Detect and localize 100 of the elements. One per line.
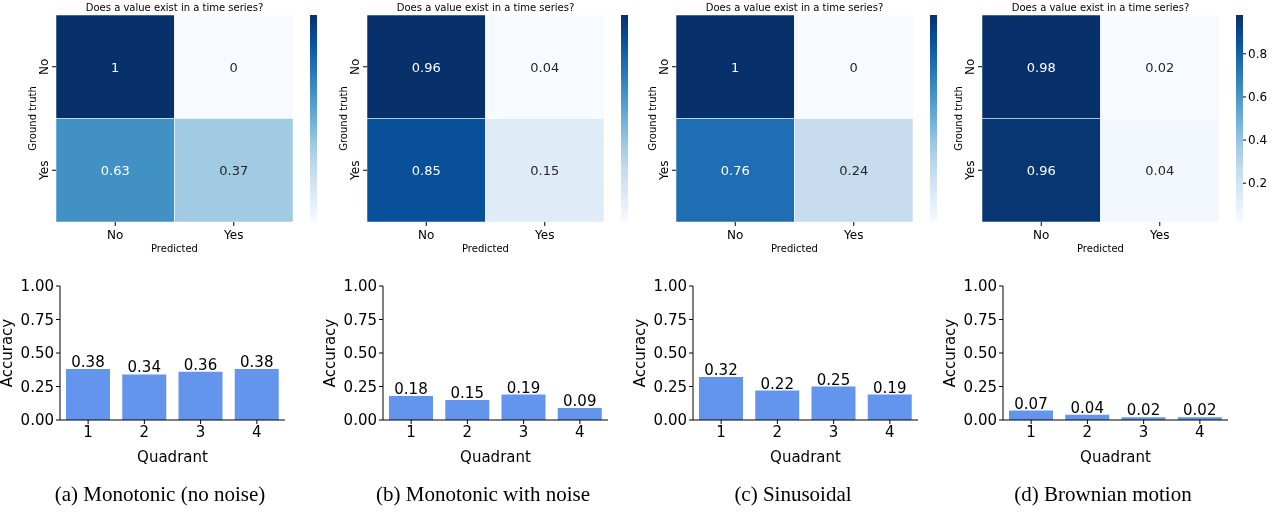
data-label: 0.37	[219, 163, 249, 179]
color-bar-label: 0.2	[1248, 176, 1268, 191]
x-tick-label: 1	[1026, 422, 1036, 441]
x-tick-label: No	[418, 228, 435, 242]
data-label: 0.19	[506, 378, 541, 397]
y-tick-label: 0.00	[20, 411, 54, 430]
bar	[445, 399, 490, 420]
y-axis-title: Ground truth	[647, 86, 658, 151]
x-tick-label: Yes	[1149, 228, 1170, 242]
data-label: 0.32	[704, 361, 738, 380]
y-tick-label: 0.75	[963, 310, 997, 329]
data-label: 0.04	[530, 59, 560, 75]
y-tick-label: 0.50	[20, 344, 54, 363]
y-tick-label: 1.00	[20, 277, 54, 296]
x-axis-title: Predicted	[1077, 243, 1124, 254]
y-tick-label: 0.50	[343, 344, 377, 363]
y-axis-title: Ground truth	[953, 86, 964, 151]
x-tick-label: 4	[575, 422, 585, 441]
x-tick-label: 2	[462, 422, 473, 441]
bar	[501, 394, 546, 420]
y-tick-label: 1.00	[653, 277, 687, 296]
data-label: 0.19	[873, 378, 907, 397]
x-tick-label: 2	[139, 422, 150, 441]
data-label: 0.36	[183, 355, 218, 374]
x-tick-label: No	[1033, 228, 1050, 242]
data-label: 0.02	[1126, 401, 1161, 420]
y-axis-title: Accuracy	[0, 318, 17, 388]
y-tick-label: Yes	[37, 160, 51, 181]
data-label: 0.15	[450, 383, 484, 402]
y-tick-label: No	[963, 58, 977, 75]
data-label: 1	[731, 59, 740, 75]
data-label: 0.02	[1145, 59, 1175, 75]
data-label: 0.38	[71, 353, 105, 372]
text: (b) Monotonic with noise	[374, 482, 592, 507]
bar	[867, 394, 912, 420]
y-tick-label: 0.25	[963, 377, 997, 396]
data-label: 0	[229, 59, 238, 75]
data-label: 0.76	[720, 163, 750, 179]
x-tick-label: Yes	[843, 228, 864, 242]
x-tick-label: 4	[885, 422, 895, 441]
y-tick-label: Yes	[348, 160, 362, 181]
color-bar-label: 0.4	[1248, 133, 1268, 148]
data-label: 0.22	[760, 374, 794, 393]
x-tick-label: 3	[828, 422, 839, 441]
data-label: 0.96	[411, 59, 441, 75]
x-axis-title: Quadrant	[770, 448, 841, 466]
data-label: 0.38	[240, 353, 274, 372]
data-label: 0.15	[530, 163, 560, 179]
x-tick-label: 4	[252, 422, 262, 441]
x-tick-label: 3	[1138, 422, 1149, 441]
x-tick-label: 4	[1195, 422, 1205, 441]
chart-title: Does a value exist in a time series?	[1011, 2, 1190, 13]
data-label: 0.96	[1026, 163, 1056, 179]
y-tick-label: 0.25	[343, 377, 377, 396]
y-tick-label: 0.50	[653, 344, 687, 363]
x-tick-label: Yes	[534, 228, 555, 242]
data-label: 1	[111, 59, 120, 75]
x-axis-title: Quadrant	[1080, 448, 1151, 466]
x-tick-label: 2	[1082, 422, 1093, 441]
data-label: 0.85	[411, 163, 441, 179]
chart-title: Does a value exist in a time series?	[705, 2, 884, 13]
data-label: 0.04	[1070, 398, 1104, 417]
x-tick-label: 3	[518, 422, 529, 441]
y-tick-label: 0.00	[343, 411, 377, 430]
chart-title: Does a value exist in a time series?	[396, 2, 575, 13]
data-label: 0.04	[1145, 163, 1175, 179]
y-tick-label: No	[657, 58, 671, 75]
y-tick-label: No	[348, 58, 362, 75]
x-tick-label: No	[727, 228, 744, 242]
bar	[699, 377, 743, 420]
x-tick-label: 1	[716, 422, 726, 441]
chart-title: Does a value exist in a time series?	[85, 2, 264, 13]
x-tick-label: 1	[406, 422, 416, 441]
x-axis-title: Quadrant	[460, 448, 531, 466]
bar	[557, 407, 602, 420]
data-label: 0.24	[839, 163, 869, 179]
color-bar-label: 0.6	[1248, 89, 1268, 104]
y-axis-title: Accuracy	[631, 318, 650, 388]
x-axis-title: Predicted	[771, 243, 818, 254]
text: (c) Sinusoidal	[733, 482, 853, 507]
y-axis-title: Accuracy	[321, 318, 340, 388]
y-tick-label: No	[37, 58, 51, 75]
bar	[389, 395, 433, 420]
y-tick-label: 0.25	[653, 377, 687, 396]
y-tick-label: 0.00	[653, 411, 687, 430]
data-label: 0.09	[563, 391, 597, 410]
y-tick-label: 0.75	[20, 310, 54, 329]
text: (a) Monotonic (no noise)	[53, 482, 267, 507]
data-label: 0.25	[816, 370, 851, 389]
data-label: 0.34	[127, 358, 161, 377]
y-tick-label: 0.50	[963, 344, 997, 363]
text: (d) Brownian motion	[1013, 482, 1193, 507]
data-label: 0.98	[1026, 59, 1056, 75]
y-tick-label: 0.75	[343, 310, 377, 329]
x-tick-label: 3	[195, 422, 206, 441]
y-tick-label: 1.00	[963, 277, 997, 296]
x-axis-title: Quadrant	[137, 448, 208, 466]
color-bar-label: 0.8	[1248, 46, 1268, 61]
x-tick-label: 2	[772, 422, 783, 441]
x-axis-title: Predicted	[151, 243, 198, 254]
